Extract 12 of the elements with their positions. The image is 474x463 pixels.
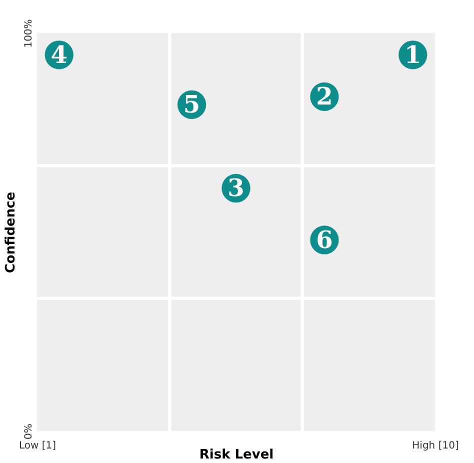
y-axis-title: Confidence [4, 192, 18, 274]
x-tick-label: High [10] [412, 440, 459, 452]
annotation: 1 [404, 40, 422, 69]
annotation: 2 [316, 82, 333, 111]
annotation: 4 [50, 40, 68, 69]
x-axis-title: Risk Level [199, 448, 274, 462]
annotation: 6 [316, 224, 333, 254]
annotation: 5 [183, 90, 200, 119]
x-tick-label: Low [1] [18, 440, 56, 452]
y-tick-label: 0% [24, 424, 34, 440]
y-tick-label: 100% [24, 19, 34, 48]
annotation: 3 [228, 173, 244, 202]
